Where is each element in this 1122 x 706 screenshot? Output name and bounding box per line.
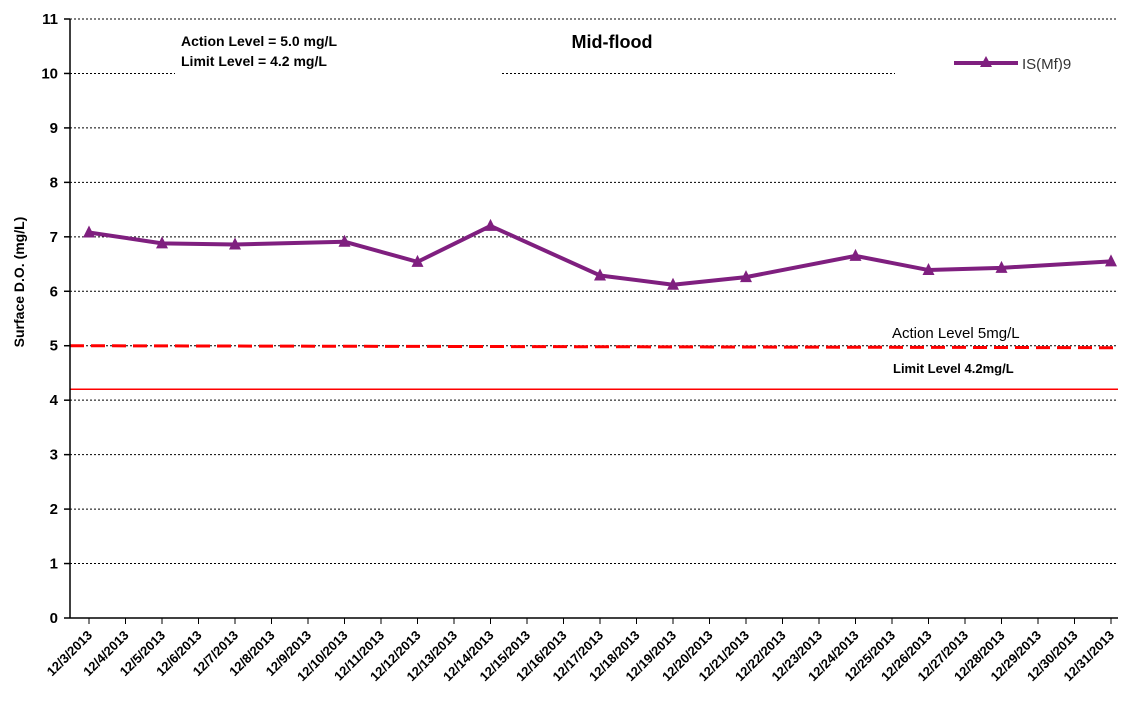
reference-lines (69, 344, 1119, 391)
y-tick-label: 11 (42, 11, 58, 28)
data-point-marker (594, 268, 606, 281)
data-point-marker (1105, 254, 1117, 267)
data-point-marker (667, 277, 679, 290)
series-layer (83, 218, 1117, 290)
gridlines (70, 18, 1118, 565)
y-axis-label: Surface D.O. (mg/L) (11, 217, 27, 348)
y-tick-label: 2 (50, 501, 58, 518)
data-point-marker (740, 270, 752, 283)
y-tick-label: 7 (50, 229, 58, 246)
chart-title: Mid-flood (572, 32, 653, 52)
data-point-marker (922, 263, 935, 276)
y-tick-labels: 0 1 2 3 4 5 6 7 8 9 10 11 (41, 11, 58, 627)
data-point-marker (995, 260, 1008, 273)
y-tick-label: 8 (50, 174, 58, 191)
y-tick-label: 4 (50, 392, 59, 409)
legend-label: IS(Mf)9 (1022, 56, 1071, 73)
y-tick-label: 3 (50, 447, 58, 464)
data-point-marker (849, 248, 862, 261)
annotation-action-level: Action Level = 5.0 mg/L (181, 33, 337, 49)
y-tick-label: 5 (50, 338, 58, 355)
annotation-limit-level: Limit Level = 4.2 mg/L (181, 53, 327, 69)
data-point-marker (156, 236, 168, 249)
legend-marker-triangle (980, 56, 992, 67)
data-point-marker (338, 234, 351, 247)
y-tick-label: 10 (41, 65, 58, 82)
legend: IS(Mf)9 (895, 48, 1117, 82)
data-point-marker (83, 225, 95, 238)
action-level-label: Action Level 5mg/L (892, 325, 1020, 342)
y-tick-label: 9 (50, 120, 58, 137)
y-tick-label: 1 (50, 556, 58, 573)
x-tick-labels: 12/3/201312/4/201312/5/201312/6/201312/7… (44, 628, 1118, 685)
action-level-line (69, 344, 1119, 350)
y-tick-label: 6 (50, 283, 58, 300)
y-tick-label: 0 (50, 610, 58, 627)
axes (64, 18, 1118, 624)
data-point-marker (484, 218, 497, 231)
data-point-marker (411, 254, 424, 267)
annotation-box (175, 24, 501, 82)
data-point-marker (229, 237, 241, 250)
limit-level-label: Limit Level 4.2mg/L (893, 361, 1014, 376)
